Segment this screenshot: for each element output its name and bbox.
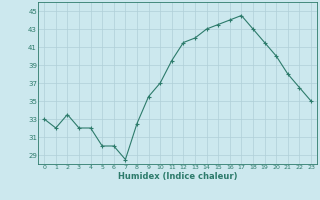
X-axis label: Humidex (Indice chaleur): Humidex (Indice chaleur) <box>118 172 237 181</box>
